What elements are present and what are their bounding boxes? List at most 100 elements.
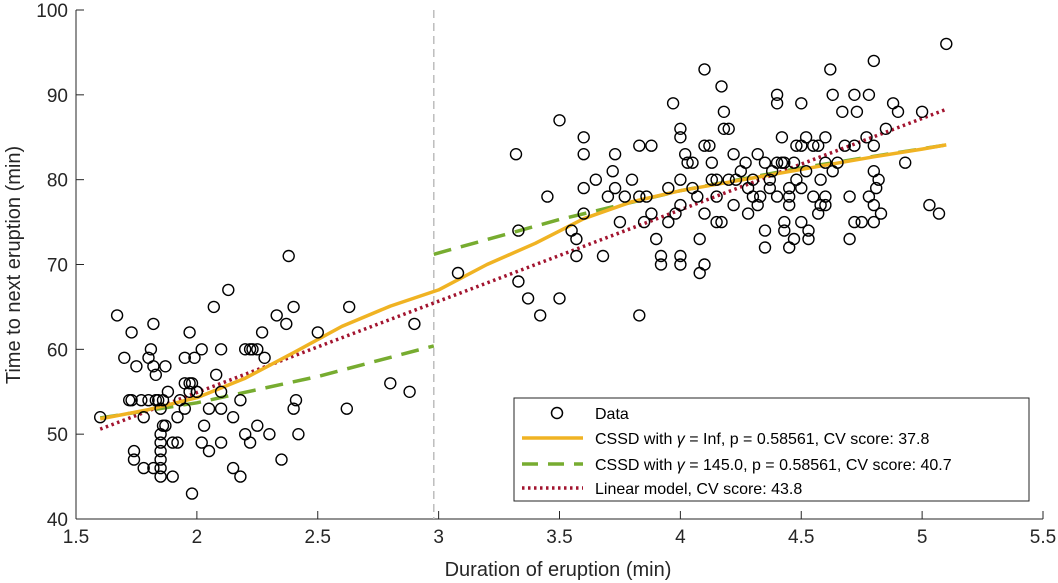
data-point [289, 394, 303, 407]
legend-cssd-inf-prefix: CSSD with [595, 431, 677, 448]
data-point [674, 258, 687, 271]
data-point [715, 215, 728, 229]
data-point [654, 249, 668, 263]
data-point [645, 139, 658, 152]
data-point [705, 156, 718, 169]
data-point [807, 139, 820, 152]
data-point [790, 173, 803, 186]
y-axis-title: Time to next eruption (min) [3, 146, 25, 384]
data-point [238, 343, 252, 356]
linear-model-line [99, 107, 947, 431]
data-point [226, 411, 240, 424]
data-point [812, 207, 825, 220]
data-point [783, 198, 796, 212]
data-point [693, 266, 706, 280]
data-point [795, 215, 808, 229]
data-point [645, 207, 658, 220]
data-point [408, 317, 421, 331]
data-point [197, 419, 211, 432]
data-point [674, 198, 687, 212]
data-point [746, 173, 760, 186]
data-point [698, 63, 711, 76]
data-point [142, 394, 155, 407]
data-point [795, 97, 808, 110]
x-tick-label: 5.5 [1030, 527, 1056, 548]
data-point [384, 377, 397, 390]
data-point [758, 156, 772, 169]
data-point [195, 436, 208, 449]
data-point [166, 470, 179, 483]
data-point [292, 428, 305, 441]
data-point [674, 249, 687, 263]
data-point [770, 97, 784, 110]
data-point [287, 300, 300, 314]
legend-gamma-symbol: γ [677, 457, 686, 474]
data-point [751, 198, 764, 212]
data-point [171, 411, 184, 424]
data-point [608, 181, 622, 195]
data-point [633, 309, 646, 322]
data-point [340, 402, 353, 415]
data-point [147, 461, 160, 475]
y-tick-label: 70 [47, 256, 68, 277]
y-tick-label: 60 [47, 340, 68, 361]
legend-data-marker [550, 406, 564, 420]
data-point [681, 156, 694, 169]
data-point [799, 164, 813, 178]
data-point [824, 63, 837, 76]
data-point [783, 241, 796, 254]
data-point [717, 122, 731, 136]
data-point [577, 181, 590, 195]
data-point [512, 224, 525, 237]
data-point [812, 139, 825, 152]
data-point [222, 283, 235, 297]
data-point [154, 402, 167, 415]
x-tick-label: 4 [675, 527, 686, 548]
data-point [722, 173, 735, 186]
data-point [778, 156, 791, 169]
data-point [178, 377, 192, 390]
data-point [741, 181, 755, 195]
data-point [758, 224, 772, 237]
data-point [577, 147, 590, 161]
data-point [596, 249, 610, 263]
data-point [783, 190, 796, 203]
data-point [654, 258, 668, 271]
data-point [915, 105, 929, 119]
data-point [703, 139, 716, 152]
data-point [879, 122, 893, 136]
data-point [850, 105, 864, 119]
data-point [843, 190, 856, 203]
data-point [577, 207, 590, 220]
data-point [770, 156, 784, 169]
data-point [534, 309, 547, 322]
data-point [159, 360, 172, 373]
data-point [843, 232, 856, 246]
data-point [171, 436, 184, 449]
data-point [826, 164, 839, 178]
data-point [754, 190, 767, 203]
data-point [202, 402, 216, 415]
data-point [669, 207, 682, 220]
data-point [698, 207, 711, 220]
data-point [144, 343, 158, 356]
data-point [234, 394, 247, 407]
data-point [606, 164, 619, 178]
x-tick-label: 2 [192, 527, 203, 548]
data-point [691, 190, 704, 203]
x-tick-label: 3 [433, 527, 444, 548]
data-point [886, 97, 900, 110]
data-point [795, 181, 808, 195]
legend-box [513, 397, 1030, 502]
data-point [891, 105, 905, 119]
data-point [679, 147, 692, 161]
data-point [770, 190, 784, 203]
data-point [127, 453, 141, 466]
data-point [188, 351, 201, 364]
data-point [608, 147, 622, 161]
data-point [178, 402, 192, 415]
data-point [848, 88, 861, 102]
legend-data-label: Data [595, 406, 629, 423]
data-point [553, 114, 566, 127]
